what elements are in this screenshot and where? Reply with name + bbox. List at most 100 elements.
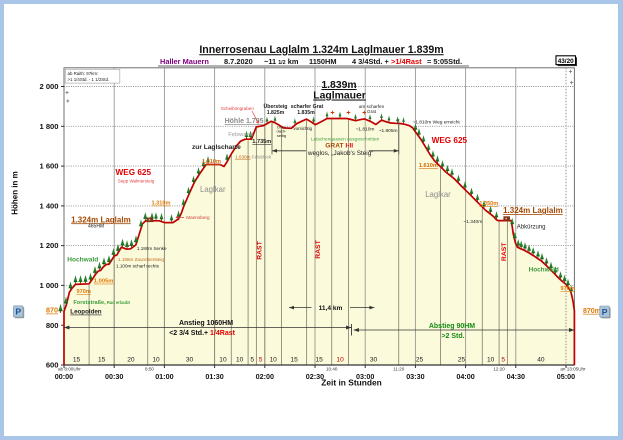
svg-text:an 13:05Uhr: an 13:05Uhr [560, 366, 586, 371]
svg-text:10: 10 [152, 356, 160, 363]
svg-text:40: 40 [537, 356, 545, 363]
svg-text:1.190m Senke: 1.190m Senke [137, 246, 167, 251]
svg-text:970m: 970m [561, 286, 575, 292]
svg-text:Abkürzung: Abkürzung [517, 224, 546, 230]
svg-text:Forststraße, Rad erlaubt: Forststraße, Rad erlaubt [73, 300, 130, 306]
svg-text:1.350m: 1.350m [479, 201, 498, 207]
svg-text:1 400: 1 400 [39, 201, 58, 210]
svg-text:Mannsberg: Mannsberg [186, 215, 210, 220]
svg-text:P: P [15, 307, 21, 317]
svg-text:970m: 970m [77, 289, 91, 295]
svg-text:1.324m Laglalm: 1.324m Laglalm [71, 215, 131, 224]
svg-text:Felswand: Felswand [228, 132, 253, 138]
svg-text:Laglmauer: Laglmauer [313, 91, 366, 102]
svg-text:ab 8:00Uhr: ab 8:00Uhr [58, 366, 81, 371]
svg-text:15: 15 [98, 356, 106, 363]
svg-text:~1.810m: ~1.810m [356, 126, 375, 132]
svg-text:WEG 625: WEG 625 [432, 136, 468, 145]
svg-text:RAST: RAST [257, 240, 264, 259]
svg-text:Abstieg 90HM: Abstieg 90HM [429, 323, 475, 330]
svg-text:>2 Std.: >2 Std. [441, 333, 464, 340]
svg-text:seitig: seitig [277, 133, 286, 138]
svg-text:Leopolden: Leopolden [70, 309, 101, 316]
svg-text:Laglkar: Laglkar [200, 185, 226, 194]
svg-text:RAST: RAST [501, 242, 508, 261]
svg-text:15: 15 [316, 356, 324, 363]
svg-text:WEG 625: WEG 625 [116, 168, 152, 177]
svg-text:25: 25 [458, 356, 466, 363]
svg-text:01:00: 01:00 [155, 372, 173, 381]
svg-text:1.825m: 1.825m [267, 110, 285, 116]
svg-text:04:30: 04:30 [507, 372, 525, 381]
svg-text:10: 10 [487, 356, 495, 363]
svg-text:5: 5 [259, 356, 263, 363]
svg-text:Laglkar: Laglkar [425, 190, 451, 199]
svg-text:Scheibimgraben: Scheibimgraben [221, 106, 255, 111]
svg-text:02:00: 02:00 [256, 372, 274, 381]
svg-text:1 000: 1 000 [39, 281, 58, 290]
svg-text:00:30: 00:30 [105, 372, 123, 381]
svg-text:~1.340m: ~1.340m [463, 219, 482, 225]
svg-text:15: 15 [290, 356, 298, 363]
svg-text:1 800: 1 800 [39, 122, 58, 131]
svg-text:5: 5 [501, 356, 505, 363]
svg-text:04:00: 04:00 [456, 372, 474, 381]
svg-text:03:00: 03:00 [356, 372, 374, 381]
svg-text:10:40: 10:40 [326, 366, 338, 371]
svg-text:GRAT I-II: GRAT I-II [325, 143, 353, 150]
svg-text:01:30: 01:30 [205, 372, 223, 381]
svg-text:10: 10 [219, 356, 227, 363]
svg-text:am scharfen: am scharfen [359, 104, 385, 109]
svg-text:~1.805m: ~1.805m [379, 128, 398, 134]
svg-text:5: 5 [250, 356, 254, 363]
svg-text:05:00: 05:00 [557, 372, 575, 381]
svg-text:Höhle 1.795: Höhle 1.795 [225, 118, 264, 125]
svg-text:800: 800 [46, 321, 59, 330]
svg-text:2 000: 2 000 [39, 82, 58, 91]
svg-text:Höhen in m: Höhen in m [11, 171, 20, 215]
svg-text:1.839m: 1.839m [321, 80, 356, 91]
svg-text:1.610m: 1.610m [419, 163, 438, 169]
svg-text:15: 15 [73, 356, 81, 363]
svg-text:Innerrosenau Laglalm 1.324m La: Innerrosenau Laglalm 1.324m Laglmauer 1.… [199, 44, 443, 56]
svg-text:600: 600 [46, 361, 59, 370]
svg-text:vorsichtig: vorsichtig [294, 126, 313, 131]
svg-text:11,4 km: 11,4 km [319, 305, 343, 312]
svg-text:1.324m Laglalm: 1.324m Laglalm [503, 206, 563, 215]
svg-text:>1 1/4Std. - 1 1/2Std.: >1 1/4Std. - 1 1/2Std. [68, 77, 110, 82]
svg-text:12:20: 12:20 [493, 366, 505, 371]
svg-text:1.005m: 1.005m [94, 279, 114, 285]
svg-text:Übersteig: Übersteig [264, 103, 288, 110]
svg-text:Sepp Walmersteig: Sepp Walmersteig [118, 179, 155, 184]
svg-text:1.188m Zaunübersteig: 1.188m Zaunübersteig [118, 257, 164, 262]
svg-text:10: 10 [269, 356, 277, 363]
svg-text:02:30: 02:30 [306, 372, 324, 381]
svg-text:25: 25 [416, 356, 424, 363]
svg-text:~1.810m Weg erreicht: ~1.810m Weg erreicht [413, 120, 461, 126]
svg-text:465HM: 465HM [88, 224, 104, 230]
svg-text:1 600: 1 600 [39, 162, 58, 171]
svg-text:Zeit in Stunden: Zeit in Stunden [321, 377, 381, 387]
svg-text:1.310m: 1.310m [152, 201, 171, 207]
svg-text:00:00: 00:00 [55, 372, 73, 381]
svg-text:1.610m: 1.610m [202, 159, 221, 165]
svg-text:Grat: Grat [367, 109, 377, 114]
svg-text:zur Laglscharte: zur Laglscharte [192, 144, 241, 151]
svg-text:ab Raith: 97km:: ab Raith: 97km: [68, 71, 99, 76]
svg-text:10: 10 [236, 356, 244, 363]
svg-text:1 200: 1 200 [39, 241, 58, 250]
svg-text:30: 30 [186, 356, 194, 363]
svg-text:scharfer Grat: scharfer Grat [291, 104, 324, 110]
svg-text:1.638m Felsblock: 1.638m Felsblock [235, 154, 272, 159]
svg-text:870: 870 [46, 306, 58, 315]
svg-text:<2 3/4 Std.+ 1/4Rast: <2 3/4 Std.+ 1/4Rast [169, 330, 235, 337]
svg-text:P: P [602, 307, 608, 317]
svg-text:Hochwald: Hochwald [67, 257, 98, 264]
svg-text:Latschengassen ausgeschnitten: Latschengassen ausgeschnitten [311, 137, 380, 143]
svg-text:dach-: dach- [276, 129, 287, 134]
svg-text:1.735m: 1.735m [252, 139, 271, 145]
svg-text:20: 20 [127, 356, 135, 363]
svg-text:870m: 870m [583, 308, 601, 315]
svg-text:1.835m: 1.835m [297, 110, 315, 116]
